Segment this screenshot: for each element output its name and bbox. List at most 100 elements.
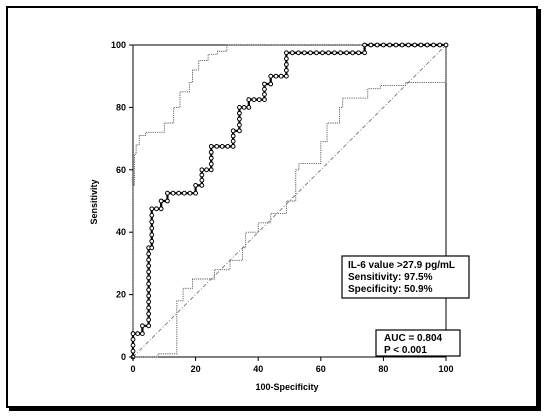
roc-marker	[225, 144, 231, 149]
roc-marker	[393, 42, 399, 48]
roc-marker	[283, 62, 289, 67]
roc-marker	[199, 177, 205, 183]
roc-marker	[237, 128, 242, 134]
roc-marker	[320, 50, 325, 56]
roc-marker	[149, 245, 155, 251]
roc-marker	[283, 67, 289, 73]
roc-marker	[283, 73, 289, 79]
roc-marker	[146, 299, 152, 305]
confidence-bound-upper	[132, 44, 446, 357]
roc-marker	[412, 42, 418, 48]
roc-marker	[219, 144, 225, 149]
roc-marker	[165, 198, 170, 204]
x-axis-title: 100-Specificity	[255, 382, 318, 392]
roc-marker	[193, 190, 199, 196]
y-tick-label: 20	[116, 290, 126, 300]
confidence-bound-lower	[133, 45, 447, 358]
roc-marker	[424, 42, 430, 48]
roc-marker	[356, 50, 362, 56]
roc-marker	[176, 190, 182, 196]
roc-marker	[146, 281, 152, 287]
roc-marker	[230, 133, 236, 139]
roc-marker	[296, 50, 301, 56]
roc-marker	[262, 97, 267, 102]
roc-marker	[262, 86, 267, 92]
roc-marker	[289, 50, 295, 56]
y-tick-label: 40	[116, 227, 126, 237]
plot-border	[132, 44, 447, 358]
roc-marker	[149, 219, 155, 225]
roc-marker	[208, 155, 214, 161]
roc-marker	[146, 323, 152, 329]
roc-marker	[146, 287, 152, 293]
reference-diagonal	[132, 44, 447, 358]
roc-marker	[146, 269, 152, 275]
roc-marker	[443, 42, 449, 48]
roc-marker	[139, 331, 145, 337]
roc-marker	[130, 337, 136, 342]
roc-marker	[418, 42, 424, 48]
y-tick-label: 80	[116, 102, 126, 112]
roc-marker	[139, 323, 145, 329]
roc-marker	[187, 190, 193, 196]
roc-marker	[149, 225, 155, 231]
roc-marker	[146, 305, 152, 311]
roc-marker	[193, 183, 199, 188]
roc-marker	[135, 331, 141, 337]
roc-marker	[278, 73, 284, 79]
roc-marker	[314, 50, 319, 56]
roc-marker	[268, 73, 274, 79]
roc-marker	[146, 311, 152, 317]
roc-marker	[199, 172, 205, 178]
roc-marker	[208, 144, 214, 149]
roc-marker	[237, 105, 242, 110]
roc-marker	[332, 50, 337, 56]
roc-marker	[283, 56, 289, 62]
x-tick-label: 40	[253, 364, 263, 374]
roc-marker	[381, 42, 386, 48]
roc-marker	[149, 238, 155, 244]
roc-marker	[149, 212, 155, 218]
roc-marker	[374, 42, 380, 48]
x-tick-label: 0	[130, 364, 135, 374]
auc-box: AUC = 0.804 P < 0.001	[375, 329, 461, 357]
roc-marker	[146, 257, 152, 263]
roc-marker	[262, 92, 267, 97]
x-tick-label: 20	[191, 364, 201, 374]
roc-marker	[251, 97, 257, 102]
sensitivity-value: Sensitivity: 97.5%	[348, 272, 433, 283]
roc-marker	[230, 138, 236, 144]
roc-marker	[170, 190, 176, 196]
x-tick-label: 80	[378, 364, 388, 374]
series-layer	[130, 42, 449, 360]
roc-marker	[204, 167, 209, 173]
roc-marker	[208, 161, 214, 167]
roc-marker	[302, 50, 307, 56]
x-tick-label: 60	[316, 364, 326, 374]
roc-marker	[268, 81, 274, 87]
roc-marker	[262, 81, 267, 87]
ticks-layer: 0 20 40 60 80 100 0 20 40 60 80 100	[111, 40, 454, 374]
roc-marker	[214, 144, 220, 149]
auc-box-border	[375, 329, 461, 357]
cutoff-info-box: IL-6 value >27.9 pg/mL Sensitivity: 97.5…	[341, 255, 470, 299]
cutoff-info-box-border	[341, 255, 470, 299]
y-axis-title: Sensitivity	[89, 179, 99, 224]
roc-marker	[399, 42, 405, 48]
roc-marker	[208, 167, 214, 173]
y-tick-label: 60	[116, 165, 126, 175]
roc-marker	[283, 50, 289, 56]
roc-marker	[273, 73, 279, 79]
roc-marker	[362, 42, 368, 48]
roc-marker	[158, 198, 164, 204]
roc-marker	[344, 50, 349, 56]
specificity-value: Specificity: 50.9%	[348, 284, 433, 295]
roc-marker	[237, 110, 242, 116]
roc-marker	[387, 42, 393, 48]
roc-marker	[130, 342, 136, 348]
roc-marker	[362, 50, 368, 56]
roc-marker	[237, 116, 242, 122]
y-tick-label: 0	[121, 352, 126, 362]
roc-marker	[149, 206, 155, 212]
